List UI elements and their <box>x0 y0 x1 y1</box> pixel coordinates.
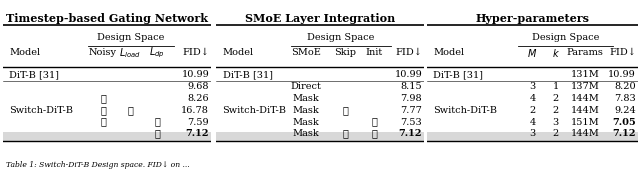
Text: Params: Params <box>567 48 604 57</box>
Bar <box>427 132 638 142</box>
Text: 7.12: 7.12 <box>399 129 422 138</box>
Text: ✓: ✓ <box>100 106 106 115</box>
Text: ✓: ✓ <box>100 94 106 103</box>
Text: 7.77: 7.77 <box>401 106 422 115</box>
Text: Model: Model <box>10 48 40 57</box>
Text: Switch-DiT-B: Switch-DiT-B <box>433 106 497 115</box>
Text: Model: Model <box>433 48 465 57</box>
Text: Mask: Mask <box>292 118 319 127</box>
Text: ✓: ✓ <box>154 129 160 138</box>
Text: 137M: 137M <box>571 82 600 91</box>
Text: 10.99: 10.99 <box>394 70 422 79</box>
Text: 3: 3 <box>529 129 536 138</box>
Text: 2: 2 <box>552 94 559 103</box>
Text: 9.68: 9.68 <box>188 82 209 91</box>
Text: Hyper-parameters: Hyper-parameters <box>476 13 589 24</box>
Text: Table 1: Switch-DiT-B Design space. FID↓ on ...: Table 1: Switch-DiT-B Design space. FID↓… <box>6 161 190 168</box>
Text: 2: 2 <box>552 106 559 115</box>
Text: Skip: Skip <box>334 48 356 57</box>
Text: Noisy: Noisy <box>89 48 117 57</box>
Text: Direct: Direct <box>291 82 321 91</box>
Text: $L_{dp}$: $L_{dp}$ <box>149 46 165 60</box>
Text: 16.78: 16.78 <box>181 106 209 115</box>
Text: 2: 2 <box>529 106 536 115</box>
Text: SMoE: SMoE <box>291 48 321 57</box>
Text: 9.24: 9.24 <box>614 106 636 115</box>
Text: ✓: ✓ <box>371 118 378 127</box>
Text: Switch-DiT-B: Switch-DiT-B <box>223 106 287 115</box>
Text: SMoE Layer Integration: SMoE Layer Integration <box>245 13 396 24</box>
Text: 144M: 144M <box>571 129 600 138</box>
Text: ✓: ✓ <box>342 106 348 115</box>
Text: 7.53: 7.53 <box>401 118 422 127</box>
Text: 151M: 151M <box>571 118 600 127</box>
Text: ✓: ✓ <box>342 129 348 138</box>
Text: 10.99: 10.99 <box>181 70 209 79</box>
Text: 7.12: 7.12 <box>612 129 636 138</box>
Text: ✓: ✓ <box>371 129 378 138</box>
Text: Mask: Mask <box>292 94 319 103</box>
Text: 8.20: 8.20 <box>614 82 636 91</box>
Bar <box>216 132 424 142</box>
Text: Mask: Mask <box>292 129 319 138</box>
Text: Design Space: Design Space <box>97 33 165 42</box>
Text: DiT-B [31]: DiT-B [31] <box>10 70 60 79</box>
Text: $L_{load}$: $L_{load}$ <box>119 46 141 60</box>
Text: Init: Init <box>366 48 383 57</box>
Text: Mask: Mask <box>292 106 319 115</box>
Text: 10.99: 10.99 <box>608 70 636 79</box>
Text: 3: 3 <box>552 118 559 127</box>
Text: ✓: ✓ <box>127 106 133 115</box>
Text: 2: 2 <box>552 129 559 138</box>
Text: 7.59: 7.59 <box>188 118 209 127</box>
Text: 7.98: 7.98 <box>401 94 422 103</box>
Text: 131M: 131M <box>571 70 600 79</box>
Text: 3: 3 <box>529 82 536 91</box>
Text: DiT-B [31]: DiT-B [31] <box>223 70 273 79</box>
Text: 144M: 144M <box>571 94 600 103</box>
Text: Switch-DiT-B: Switch-DiT-B <box>10 106 74 115</box>
Text: 144M: 144M <box>571 106 600 115</box>
Text: 8.15: 8.15 <box>401 82 422 91</box>
Bar <box>3 132 211 142</box>
Text: FID↓: FID↓ <box>609 48 636 57</box>
Text: 7.83: 7.83 <box>614 94 636 103</box>
Text: 7.12: 7.12 <box>186 129 209 138</box>
Text: ✓: ✓ <box>100 118 106 127</box>
Text: 7.05: 7.05 <box>612 118 636 127</box>
Text: FID↓: FID↓ <box>396 48 422 57</box>
Text: 4: 4 <box>529 94 536 103</box>
Text: FID↓: FID↓ <box>182 48 209 57</box>
Text: 4: 4 <box>529 118 536 127</box>
Text: 1: 1 <box>552 82 559 91</box>
Text: Timestep-based Gating Network: Timestep-based Gating Network <box>6 13 208 24</box>
Text: ✓: ✓ <box>154 118 160 127</box>
Text: $M$: $M$ <box>527 47 538 59</box>
Text: $k$: $k$ <box>552 47 560 59</box>
Text: Design Space: Design Space <box>532 33 599 42</box>
Text: 8.26: 8.26 <box>188 94 209 103</box>
Text: DiT-B [31]: DiT-B [31] <box>433 70 483 79</box>
Text: Model: Model <box>223 48 253 57</box>
Text: Design Space: Design Space <box>307 33 375 42</box>
